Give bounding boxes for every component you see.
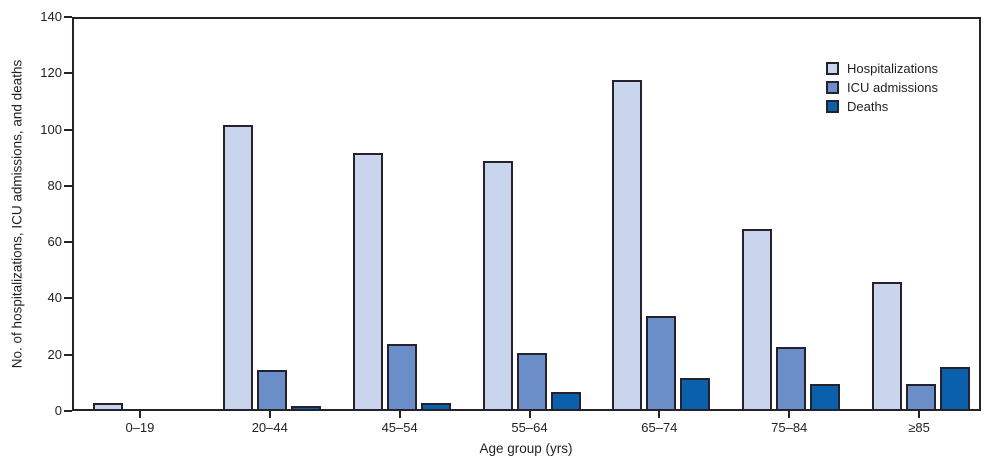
bar-icu-admissions (646, 316, 677, 409)
y-axis-tick (64, 241, 72, 244)
bar-icu-admissions (516, 352, 547, 409)
bar-hospitalizations (612, 79, 643, 409)
bar-hospitalizations (742, 228, 773, 409)
y-axis-tick-label: 80 (47, 177, 62, 193)
legend-label: Hospitalizations (847, 61, 939, 76)
legend-label: Deaths (847, 99, 889, 114)
bar-icu-admissions (776, 347, 807, 409)
bar-icu-admissions (906, 383, 937, 409)
bar-deaths (420, 403, 451, 409)
y-axis-tick-label: 20 (47, 346, 62, 362)
legend-swatch (826, 81, 839, 94)
y-axis-tick-label: 0 (54, 403, 62, 418)
x-axis-tick (658, 411, 661, 418)
y-axis-tick (64, 16, 72, 18)
y-axis-title: No. of hospitalizations, ICU admissions,… (9, 59, 25, 369)
x-axis-tick-label: 75–84 (771, 420, 808, 435)
bar-deaths (290, 406, 321, 409)
legend-item: Hospitalizations (826, 59, 938, 78)
y-axis-tick (64, 410, 72, 412)
bar-hospitalizations (352, 152, 383, 409)
x-axis-title: Age group (yrs) (479, 441, 573, 456)
legend: Hospitalizations ICU admissions Deaths (826, 59, 938, 116)
x-axis-tick-label: ≥85 (908, 420, 930, 435)
y-axis-tick-label: 60 (47, 234, 62, 250)
x-axis-tick-label: 65–74 (641, 420, 678, 435)
y-axis-tick (64, 297, 72, 300)
bar-deaths (940, 366, 971, 409)
x-axis-tick (398, 411, 401, 418)
bar-hospitalizations (482, 161, 513, 409)
legend-swatch (826, 100, 839, 113)
x-axis-tick-label: 45–54 (381, 420, 418, 435)
bar-hospitalizations (222, 124, 253, 409)
bar-deaths (550, 392, 581, 409)
bar-deaths (810, 383, 841, 409)
bar-deaths (680, 378, 711, 409)
y-axis-tick (64, 72, 72, 75)
x-axis-tick-label: 55–64 (511, 420, 548, 435)
y-axis-tick-label: 100 (40, 121, 62, 137)
x-axis-tick (138, 411, 141, 418)
x-axis-tick (918, 411, 921, 418)
legend-item: ICU admissions (826, 78, 938, 97)
legend-label: ICU admissions (847, 80, 939, 95)
x-axis-tick-label: 20–44 (251, 420, 288, 435)
y-axis-tick-label: 40 (47, 290, 62, 306)
x-axis-tick (268, 411, 271, 418)
bar-hospitalizations (92, 403, 123, 409)
y-axis-tick (64, 184, 72, 187)
bar-hospitalizations (872, 282, 903, 409)
legend-swatch (826, 62, 839, 75)
y-axis-tick-label: 140 (40, 9, 62, 24)
x-axis-tick-label: 0–19 (125, 420, 155, 435)
y-axis-tick (64, 353, 72, 356)
x-axis-tick (528, 411, 531, 418)
legend-item: Deaths (826, 97, 938, 116)
bar-icu-admissions (386, 344, 417, 409)
x-axis-tick (788, 411, 791, 418)
bar-icu-admissions (256, 369, 287, 409)
y-axis-tick-label: 120 (40, 65, 62, 81)
y-axis-tick (64, 128, 72, 131)
